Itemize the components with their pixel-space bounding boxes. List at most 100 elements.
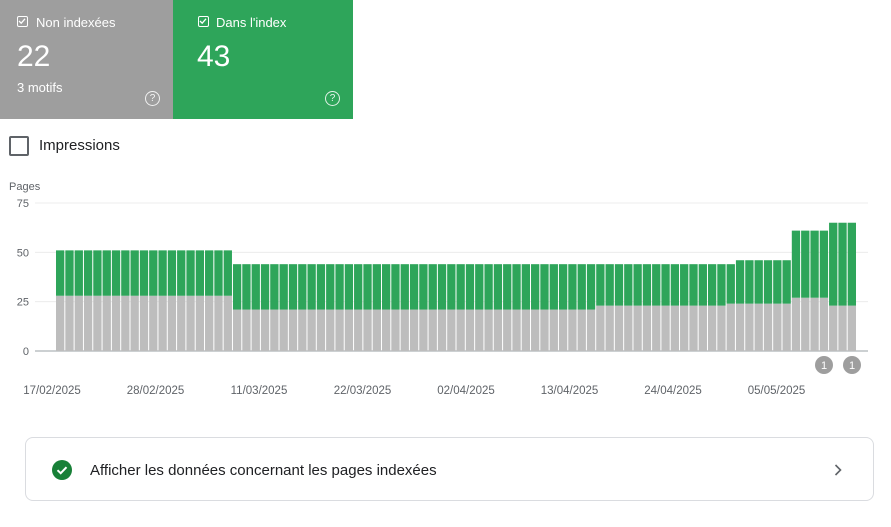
bar-non-indexed — [102, 295, 111, 351]
bar-non-indexed — [596, 305, 605, 351]
check-icon — [199, 18, 207, 25]
bar-indexed — [586, 264, 596, 310]
bar-indexed — [540, 264, 549, 310]
bar-indexed — [214, 250, 223, 296]
bar-non-indexed — [456, 309, 465, 351]
bar-indexed — [633, 264, 642, 306]
bar-indexed — [419, 264, 428, 310]
bar-non-indexed — [652, 305, 661, 351]
bar-indexed — [503, 264, 512, 310]
view-indexed-pages-link[interactable]: Afficher les données concernant les page… — [25, 437, 874, 501]
bar-non-indexed — [661, 305, 670, 351]
bar-non-indexed — [689, 305, 698, 351]
impressions-checkbox[interactable] — [9, 136, 29, 156]
bar-indexed — [596, 264, 605, 306]
bar-non-indexed — [288, 309, 298, 351]
indexed-checkbox[interactable] — [198, 16, 209, 27]
bar-indexed — [186, 250, 195, 296]
bar-non-indexed — [754, 303, 763, 351]
bar-non-indexed — [391, 309, 400, 351]
bar-non-indexed — [707, 305, 717, 351]
bar-non-indexed — [121, 295, 130, 351]
bar-non-indexed — [475, 309, 484, 351]
bar-indexed — [512, 264, 521, 310]
bar-indexed — [260, 264, 270, 310]
bar-non-indexed — [214, 295, 223, 351]
indexed-label: Dans l'index — [216, 15, 287, 30]
pages-chart: Pages 0 25 50 75 17/02/2025 28/02/2025 11/03/20… — [9, 181, 868, 397]
bar-indexed — [65, 250, 74, 296]
bar-non-indexed — [428, 309, 437, 351]
bar-indexed — [829, 222, 838, 306]
bar-non-indexed — [521, 309, 531, 351]
bar-indexed — [409, 264, 419, 310]
bar-non-indexed — [111, 295, 121, 351]
view-indexed-pages-text: Afficher les données concernant les page… — [90, 462, 437, 479]
bar-indexed — [121, 250, 130, 296]
non-indexed-card[interactable]: Non indexées 22 3 motifs ? — [0, 0, 173, 119]
bar-non-indexed — [819, 297, 829, 351]
bar-non-indexed — [158, 295, 167, 351]
x-tick-label: 11/03/2025 — [231, 385, 288, 397]
bar-indexed — [288, 264, 298, 310]
bar-non-indexed — [130, 295, 139, 351]
y-tick-label: 25 — [17, 297, 29, 309]
bar-indexed — [232, 264, 242, 310]
bar-indexed — [577, 264, 586, 310]
bar-indexed — [773, 260, 782, 304]
indexed-card[interactable]: Dans l'index 43 ? — [173, 0, 353, 119]
bar-non-indexed — [419, 309, 428, 351]
bar-non-indexed — [680, 305, 689, 351]
bar-non-indexed — [298, 309, 307, 351]
x-tick-label: 24/04/2025 — [644, 385, 702, 397]
bar-indexed — [372, 264, 381, 310]
bar-non-indexed — [801, 297, 810, 351]
bar-non-indexed — [670, 305, 680, 351]
bar-non-indexed — [577, 309, 586, 351]
bar-indexed — [326, 264, 335, 310]
bar-indexed — [801, 230, 810, 298]
bar-indexed — [149, 250, 158, 296]
bar-non-indexed — [782, 303, 791, 351]
bar-non-indexed — [242, 309, 251, 351]
bar-non-indexed — [829, 305, 838, 351]
bar-non-indexed — [251, 309, 260, 351]
bar-indexed — [437, 264, 447, 310]
bar-indexed — [707, 264, 717, 306]
bar-non-indexed — [65, 295, 74, 351]
bar-indexed — [391, 264, 400, 310]
bar-indexed — [74, 250, 83, 296]
bar-non-indexed — [363, 309, 372, 351]
bar-indexed — [335, 264, 344, 310]
bar-non-indexed — [316, 309, 326, 351]
non-indexed-checkbox[interactable] — [17, 16, 28, 27]
bar-non-indexed — [493, 309, 503, 351]
bar-non-indexed — [279, 309, 288, 351]
non-indexed-count: 22 — [17, 40, 51, 73]
bar-indexed — [177, 250, 186, 296]
bar-non-indexed — [735, 303, 745, 351]
help-icon[interactable]: ? — [145, 91, 160, 106]
bar-indexed — [624, 264, 633, 306]
bar-non-indexed — [93, 295, 102, 351]
bar-indexed — [652, 264, 661, 306]
bar-non-indexed — [745, 303, 754, 351]
bar-indexed — [531, 264, 540, 310]
y-tick-label: 75 — [17, 198, 29, 210]
help-icon[interactable]: ? — [325, 91, 340, 106]
bar-indexed — [354, 264, 363, 310]
impressions-label: Impressions — [39, 137, 120, 154]
bar-non-indexed — [838, 305, 847, 351]
bar-non-indexed — [512, 309, 521, 351]
bar-indexed — [223, 250, 232, 296]
bar-indexed — [381, 264, 391, 310]
bar-non-indexed — [177, 295, 186, 351]
bar-indexed — [456, 264, 465, 310]
bar-indexed — [270, 264, 279, 310]
bar-non-indexed — [503, 309, 512, 351]
bar-indexed — [698, 264, 707, 306]
bar-non-indexed — [205, 295, 214, 351]
y-axis-label: Pages — [9, 181, 41, 193]
bar-indexed — [242, 264, 251, 310]
bar-indexed — [130, 250, 139, 296]
